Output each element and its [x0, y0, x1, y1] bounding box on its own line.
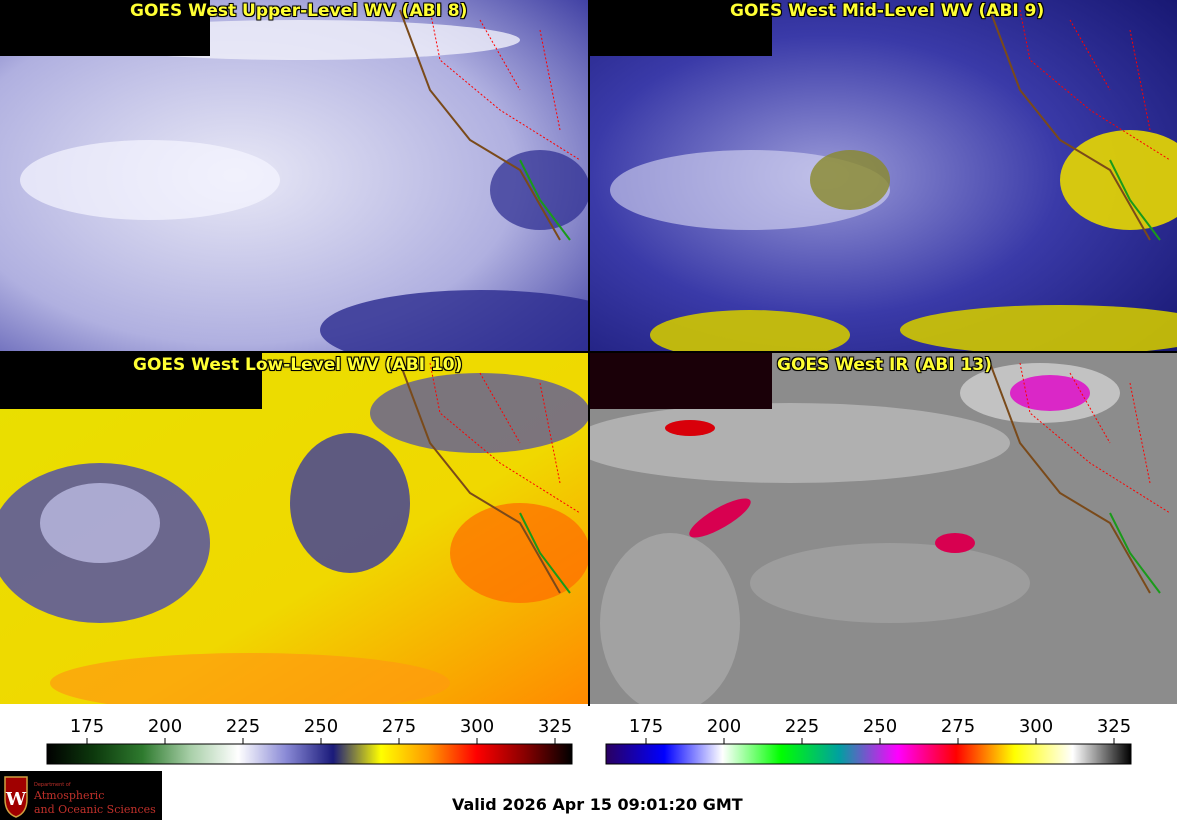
uw-crest-icon: W — [4, 776, 28, 818]
wv-colorbar-tick-label: 250 — [304, 716, 338, 737]
ir-colorbar-tick-label: 225 — [785, 716, 819, 737]
wv-colorbar-tick-label: 175 — [70, 716, 104, 737]
upper-wv-image — [0, 0, 588, 351]
logo-line-2: Atmospheric — [34, 789, 105, 802]
wv-colorbar-tick-label: 275 — [382, 716, 416, 737]
ir-colorbar-tick-label: 175 — [629, 716, 663, 737]
panel-divider-horizontal — [0, 351, 1177, 353]
logo-line-3: and Oceanic Sciences — [34, 803, 156, 816]
ir-colorbar-tick-label: 300 — [1019, 716, 1053, 737]
label-mask — [0, 0, 210, 56]
logo-line-1: Department of — [34, 782, 71, 788]
ir-colorbar-svg: 175 200 225 250 275 300 325 — [605, 716, 1132, 765]
wv-colorbar-svg: 175 200 225 250 275 300 325 — [46, 716, 573, 765]
panel-title: GOES West Low-Level WV (ABI 10) — [133, 355, 463, 375]
mid-wv-image — [590, 0, 1177, 351]
panel-low-level-wv: GOES West Low-Level WV (ABI 10) — [0, 353, 588, 704]
svg-text:W: W — [5, 789, 27, 810]
panel-mid-level-wv: GOES West Mid-Level WV (ABI 9) — [590, 0, 1177, 351]
label-mask — [590, 353, 772, 409]
panel-ir: GOES West IR (ABI 13) — [590, 353, 1177, 704]
low-wv-image — [0, 353, 588, 704]
ir-colorbar: 175 200 225 250 275 300 325 — [589, 706, 1149, 768]
wv-colorbar-tick-label: 300 — [460, 716, 494, 737]
panel-title: GOES West Upper-Level WV (ABI 8) — [130, 1, 468, 21]
panel-title: GOES West IR (ABI 13) — [777, 355, 992, 375]
wv-colorbar-tick-label: 325 — [538, 716, 572, 737]
label-mask — [0, 353, 262, 409]
ir-colorbar-tick-label: 325 — [1097, 716, 1131, 737]
label-mask — [590, 0, 772, 56]
ir-colorbar-tick-label: 275 — [941, 716, 975, 737]
wv-colorbar-tick-label: 200 — [148, 716, 182, 737]
panel-title: GOES West Mid-Level WV (ABI 9) — [730, 1, 1045, 21]
wv-colorbar: 175 200 225 250 275 300 325 — [30, 706, 590, 768]
panel-upper-level-wv: GOES West Upper-Level WV (ABI 8) — [0, 0, 588, 351]
aos-logo: W Department of Atmospheric and Oceanic … — [0, 771, 162, 820]
valid-time: Valid 2026 Apr 15 09:01:20 GMT — [452, 795, 743, 814]
panel-divider-vertical — [588, 0, 590, 706]
wv-colorbar-tick-label: 225 — [226, 716, 260, 737]
ir-colorbar-tick-label: 200 — [707, 716, 741, 737]
ir-colorbar-tick-label: 250 — [863, 716, 897, 737]
ir-image — [590, 353, 1177, 704]
